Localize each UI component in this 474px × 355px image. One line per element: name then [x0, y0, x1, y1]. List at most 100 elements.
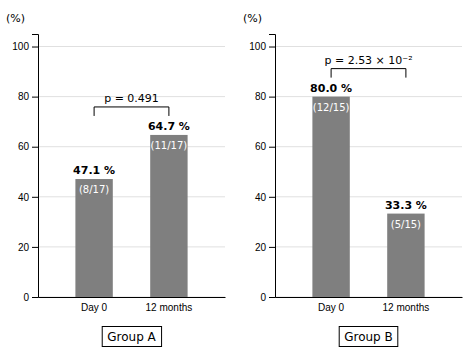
tick-label: 0 [23, 292, 29, 303]
tick: 20 [18, 242, 38, 253]
group-label: Group A [102, 327, 161, 347]
bar [387, 214, 424, 297]
tick-mark [32, 197, 38, 198]
bracket [331, 69, 406, 78]
bar [75, 179, 112, 297]
tick-label: 40 [18, 192, 30, 203]
data-labels: 47.1 %64.7 % [73, 120, 190, 177]
y-axis: 0 20 40 60 80 100 [12, 35, 38, 303]
tick-mark [269, 147, 275, 148]
tick-mark [269, 297, 275, 298]
tick-mark [32, 297, 38, 298]
grid-line [275, 196, 462, 197]
bar [312, 97, 349, 297]
tick: Day 0 [81, 297, 108, 313]
tick: 60 [18, 141, 38, 152]
tick-label: 60 [255, 141, 267, 152]
tick-mark [269, 97, 275, 98]
tick-label: 12 months [383, 302, 430, 313]
x-label: Group B [344, 330, 393, 344]
annotations: (8/17) (11/17) p = 0.491 [79, 92, 187, 195]
grid [275, 47, 462, 297]
tick: 0 [23, 292, 38, 303]
grid-line [275, 246, 462, 247]
bars [312, 97, 424, 297]
tick-mark [32, 147, 38, 148]
tick: 80 [255, 91, 275, 102]
tick-label: Day 0 [318, 302, 345, 313]
group-label-box [339, 327, 398, 347]
bar-annotation: (8/17) [79, 184, 109, 195]
axis-line [39, 297, 226, 298]
bracket-leg [331, 69, 332, 78]
tick: 40 [255, 192, 275, 203]
grid-line [275, 96, 462, 97]
tick-mark [32, 47, 38, 48]
bracket-leg [405, 69, 406, 78]
data-labels: 80.0 % 33.3 % [310, 82, 427, 212]
grid-line [275, 146, 462, 147]
grid-line [38, 46, 225, 47]
tick-mark [269, 197, 275, 198]
tick: 40 [18, 192, 38, 203]
data-label: 64.7 % [148, 120, 190, 133]
tick-mark [32, 247, 38, 248]
tick-label: 20 [18, 242, 30, 253]
axis-line [276, 297, 463, 298]
x-label: Group A [107, 330, 156, 344]
bracket-leg [94, 107, 95, 116]
grid-line [38, 297, 225, 298]
panel: 020406080100Day 012 months80.0 %33.3 %(1… [243, 12, 463, 347]
bar-annotation: (11/17) [151, 140, 188, 151]
tick-label: 12 months [146, 302, 193, 313]
tick: 12 months [146, 297, 193, 313]
grid-line [275, 297, 462, 298]
tick: 80 [18, 91, 38, 102]
grid [38, 47, 225, 297]
x-axis: Day 0 12 months [276, 297, 463, 313]
bar [150, 135, 187, 297]
p-value: p = 2.53 × 10⁻² [324, 54, 412, 67]
tick: 100 [249, 41, 275, 52]
data-label: 80.0 % [310, 82, 352, 95]
bracket-line [331, 68, 406, 69]
tick-label: 40 [255, 192, 267, 203]
tick-mark [269, 47, 275, 48]
tick: Day 0 [318, 297, 345, 313]
chart-svg: 020406080100Day 012 months47.1 %64.7 %(8… [0, 0, 474, 355]
grid-line [38, 196, 225, 197]
x-axis: Day 0 12 months [39, 297, 226, 313]
grid-line [275, 46, 462, 47]
p-value: p = 0.491 [104, 92, 159, 105]
tick: 100 [12, 41, 38, 52]
group-label-box [102, 327, 161, 347]
tick-label: 100 [249, 41, 266, 52]
bar-annotation: (12/15) [313, 102, 350, 113]
axis-line [269, 35, 276, 298]
tick: 0 [260, 292, 275, 303]
bracket-line [94, 106, 169, 107]
tick-label: 60 [18, 141, 30, 152]
tick-mark [32, 97, 38, 98]
bracket-leg [168, 107, 169, 116]
bar-annotation: (5/15) [391, 219, 421, 230]
tick-label: 80 [255, 91, 267, 102]
tick: 60 [255, 141, 275, 152]
tick-label: Day 0 [81, 302, 108, 313]
tick: 12 months [383, 297, 430, 313]
y-label: (%) [243, 12, 262, 25]
tick: 20 [255, 242, 275, 253]
tick-label: 100 [12, 41, 29, 52]
grid-line [38, 246, 225, 247]
data-label: 33.3 % [385, 199, 427, 212]
bars [75, 135, 187, 297]
bracket [94, 107, 169, 116]
y-label: (%) [6, 12, 25, 25]
y-axis: 0 20 40 60 80 100 [249, 35, 275, 303]
tick-mark [269, 247, 275, 248]
group-label: Group B [339, 327, 398, 347]
grid-line [38, 146, 225, 147]
tick-label: 20 [255, 242, 267, 253]
panel: 020406080100Day 012 months47.1 %64.7 %(8… [6, 12, 226, 347]
annotations: (12/15) (5/15) p = 2.53 × 10⁻² [313, 54, 421, 230]
